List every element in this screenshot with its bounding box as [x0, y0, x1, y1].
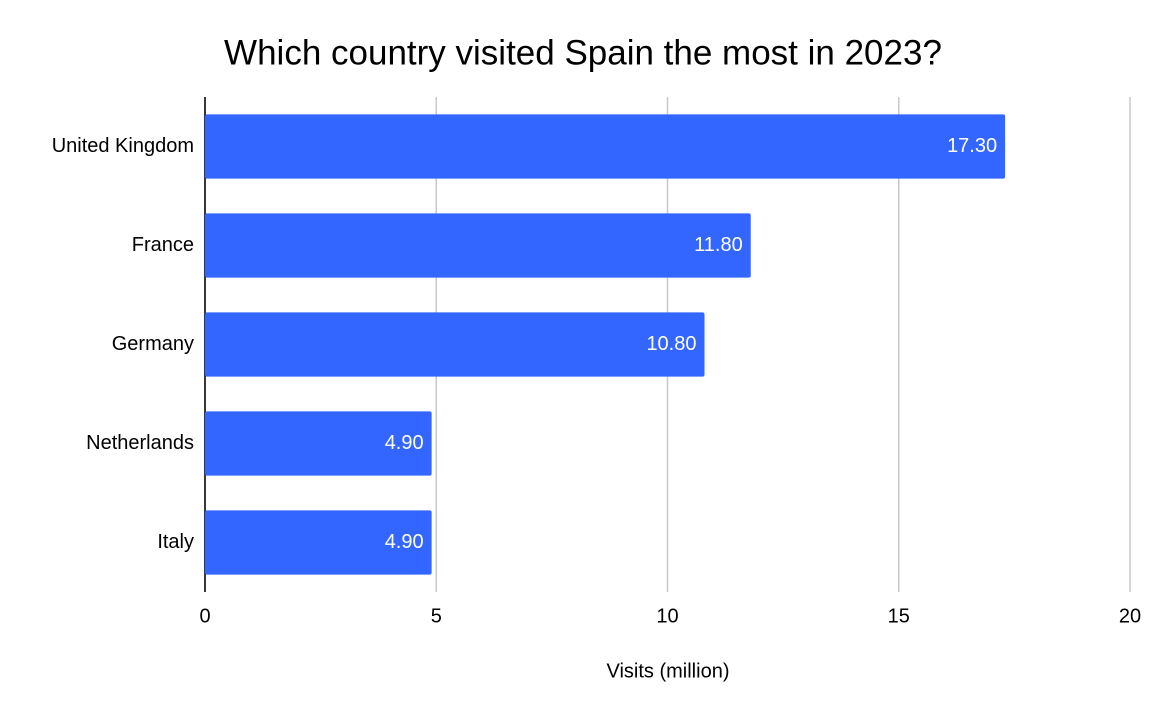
y-tick-label: Italy: [157, 531, 194, 553]
x-axis-label: Visits (million): [607, 660, 730, 682]
value-label: 4.90: [385, 531, 424, 553]
value-label: 17.30: [947, 135, 997, 157]
bar: [205, 312, 705, 377]
value-label: 11.80: [694, 234, 743, 256]
x-tick-label: 0: [199, 605, 210, 627]
y-tick-label: Netherlands: [86, 432, 194, 454]
x-tick-label: 20: [1119, 605, 1141, 627]
bar: [205, 114, 1006, 179]
y-tick-label: Germany: [112, 333, 194, 355]
bar: [205, 510, 432, 575]
bar: [205, 411, 432, 476]
value-label: 10.80: [646, 333, 696, 355]
y-tick-label: United Kingdom: [52, 135, 194, 157]
x-tick-label: 5: [431, 605, 442, 627]
x-tick-label: 10: [656, 605, 678, 627]
chart-title: Which country visited Spain the most in …: [224, 33, 942, 72]
x-tick-label: 15: [888, 605, 910, 627]
y-tick-label: France: [132, 234, 194, 256]
bar: [205, 213, 751, 278]
value-label: 4.90: [385, 432, 424, 454]
